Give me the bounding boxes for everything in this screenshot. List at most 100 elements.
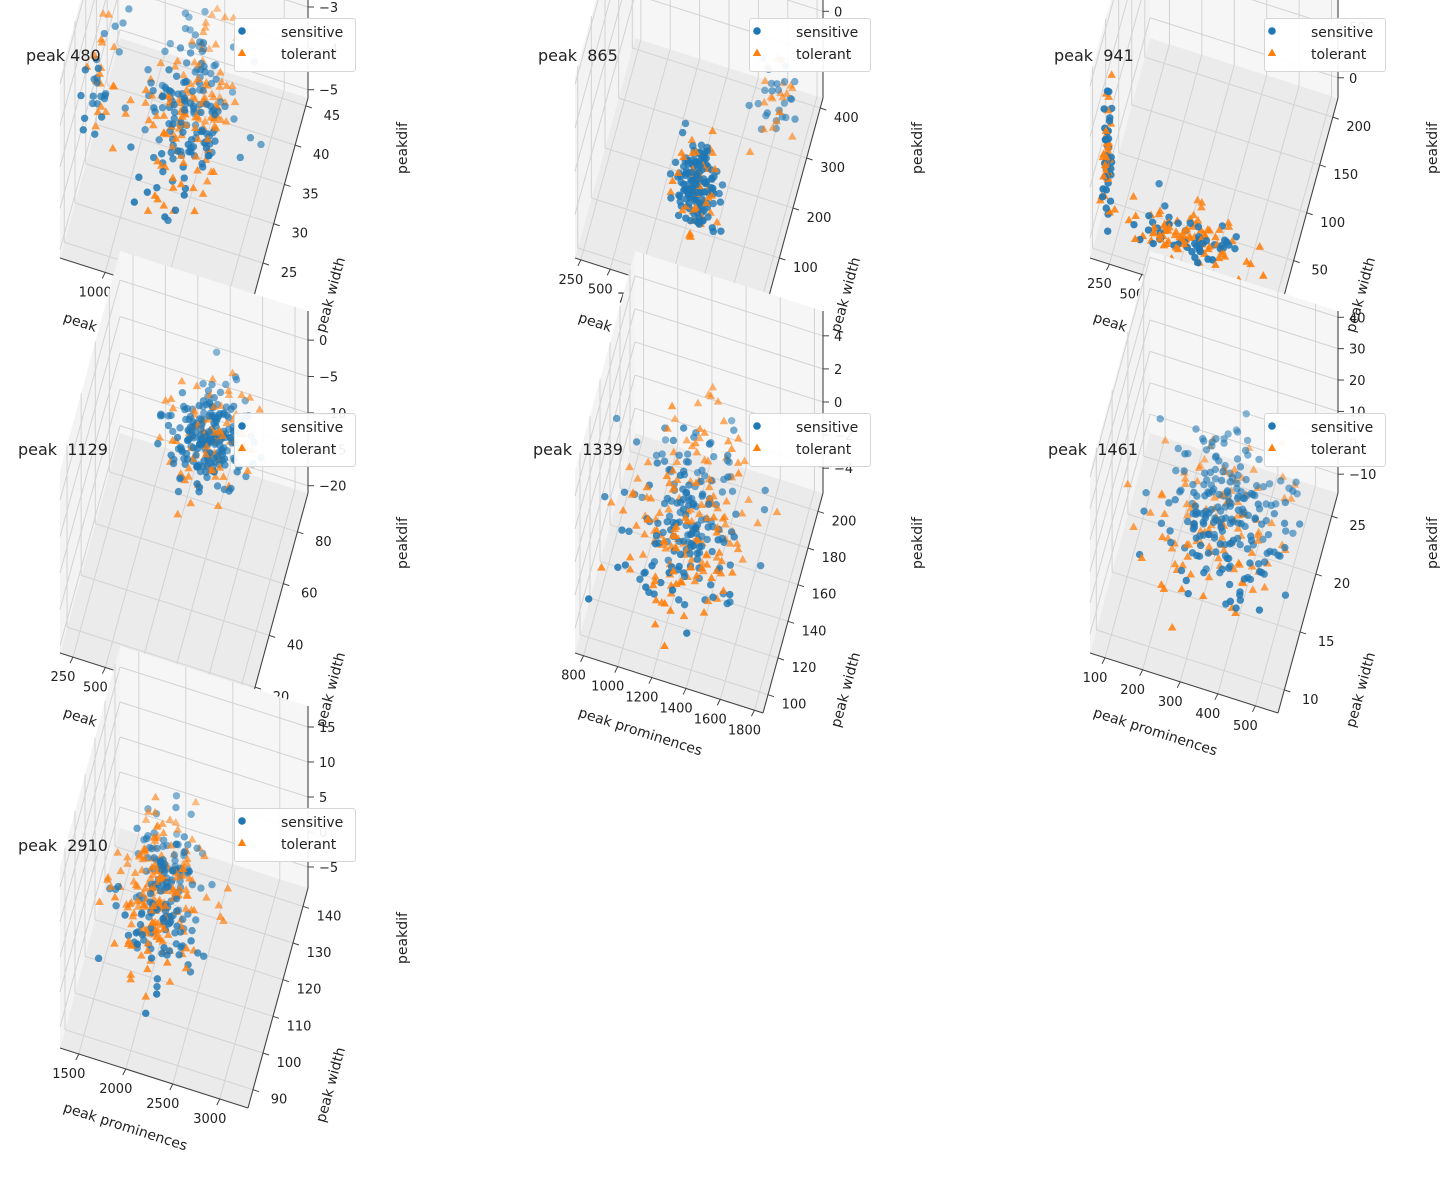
data-point-sensitive xyxy=(199,86,207,95)
data-point-sensitive xyxy=(125,5,133,13)
legend-entry-sensitive: sensitive xyxy=(1265,419,1385,439)
data-point-tolerant xyxy=(1200,249,1209,257)
x-tick xyxy=(1101,657,1106,665)
data-point-sensitive xyxy=(142,1009,150,1018)
y-tick xyxy=(777,657,785,661)
data-point-tolerant xyxy=(163,958,172,966)
data-point-sensitive xyxy=(1226,597,1235,606)
data-point-sensitive xyxy=(210,62,218,70)
z-tick-label: −5 xyxy=(319,861,338,876)
data-point-tolerant xyxy=(723,436,733,445)
data-point-sensitive xyxy=(1201,492,1209,500)
data-point-tolerant xyxy=(787,132,797,140)
data-point-sensitive xyxy=(1241,446,1250,455)
data-point-sensitive xyxy=(227,484,235,493)
data-point-sensitive xyxy=(136,920,145,929)
data-point-sensitive xyxy=(669,518,677,527)
data-point-tolerant xyxy=(665,478,674,487)
grid-line xyxy=(59,806,121,1028)
data-point-tolerant xyxy=(176,469,186,477)
data-point-tolerant xyxy=(691,438,700,447)
data-point-tolerant xyxy=(671,543,681,552)
data-point-sensitive xyxy=(1221,461,1229,470)
data-point-tolerant xyxy=(651,595,661,604)
y-tick-label: 400 xyxy=(834,111,859,126)
data-point-tolerant xyxy=(135,850,144,859)
grid-line xyxy=(81,574,270,636)
data-point-tolerant xyxy=(1160,435,1170,444)
data-point-sensitive xyxy=(1107,164,1115,173)
data-point-sensitive xyxy=(1142,488,1150,497)
data-point-tolerant xyxy=(139,900,149,909)
data-point-sensitive xyxy=(1189,480,1197,489)
data-point-tolerant xyxy=(1101,126,1111,134)
data-point-sensitive xyxy=(169,120,177,128)
y-tick xyxy=(262,1052,270,1056)
data-point-sensitive xyxy=(723,599,731,608)
data-point-tolerant xyxy=(1200,454,1209,463)
legend: sensitive tolerant xyxy=(234,413,356,467)
data-point-tolerant xyxy=(168,436,177,444)
y-tick xyxy=(1331,515,1338,519)
data-point-tolerant xyxy=(1211,260,1220,268)
data-point-tolerant xyxy=(1197,202,1206,211)
data-point-sensitive xyxy=(188,87,197,95)
data-point-sensitive xyxy=(172,907,181,915)
data-point-sensitive xyxy=(158,104,167,112)
grid-line xyxy=(1251,0,1339,28)
data-point-sensitive xyxy=(170,101,178,109)
data-point-sensitive xyxy=(1144,226,1153,234)
legend-label: tolerant xyxy=(1311,47,1367,63)
data-point-tolerant xyxy=(1182,539,1192,548)
data-point-sensitive xyxy=(1102,204,1110,212)
y-tick xyxy=(294,144,302,148)
data-point-tolerant xyxy=(1204,525,1214,533)
data-point-tolerant xyxy=(648,580,658,589)
y-tick xyxy=(820,107,827,111)
data-point-sensitive xyxy=(154,440,162,448)
data-point-sensitive xyxy=(142,834,151,843)
data-point-tolerant xyxy=(106,882,116,890)
data-point-sensitive xyxy=(1215,457,1223,465)
data-point-tolerant xyxy=(628,488,638,496)
data-point-sensitive xyxy=(724,451,732,460)
grid-line xyxy=(1217,473,1279,694)
data-point-sensitive xyxy=(1224,564,1233,572)
y-tick xyxy=(1319,164,1326,168)
z-tick-label: 0 xyxy=(834,396,842,411)
data-point-tolerant xyxy=(692,571,702,579)
data-point-tolerant xyxy=(732,539,742,547)
data-point-sensitive xyxy=(1217,476,1226,485)
data-point-sensitive xyxy=(198,126,206,134)
data-point-tolerant xyxy=(693,398,703,407)
grid-line xyxy=(119,701,309,763)
data-point-sensitive xyxy=(1267,501,1276,510)
data-point-sensitive xyxy=(173,433,182,442)
data-point-sensitive xyxy=(257,140,265,149)
y-tick-label: 200 xyxy=(807,211,832,226)
data-point-tolerant xyxy=(1255,242,1265,250)
data-point-tolerant xyxy=(633,474,642,482)
legend-label: tolerant xyxy=(281,442,337,458)
data-point-sensitive xyxy=(686,550,694,558)
data-point-sensitive xyxy=(211,137,219,145)
data-point-tolerant xyxy=(689,204,699,213)
data-point-tolerant xyxy=(123,902,133,911)
data-point-sensitive xyxy=(94,954,103,963)
data-point-sensitive xyxy=(220,455,229,463)
data-point-sensitive xyxy=(147,79,155,87)
data-point-tolerant xyxy=(143,206,153,214)
data-point-sensitive xyxy=(167,411,175,420)
data-point-sensitive xyxy=(167,148,175,157)
y-tick-label: 35 xyxy=(302,187,319,202)
data-point-tolerant xyxy=(670,414,680,422)
data-point-tolerant xyxy=(182,858,192,867)
x-tick xyxy=(122,1068,127,1076)
data-point-sensitive xyxy=(1247,489,1256,498)
data-point-tolerant xyxy=(211,472,220,480)
data-point-sensitive xyxy=(1234,471,1242,479)
data-point-tolerant xyxy=(255,404,264,413)
data-point-sensitive xyxy=(705,440,714,448)
y-axis-line xyxy=(1277,492,1339,714)
data-point-sensitive xyxy=(1247,536,1256,545)
